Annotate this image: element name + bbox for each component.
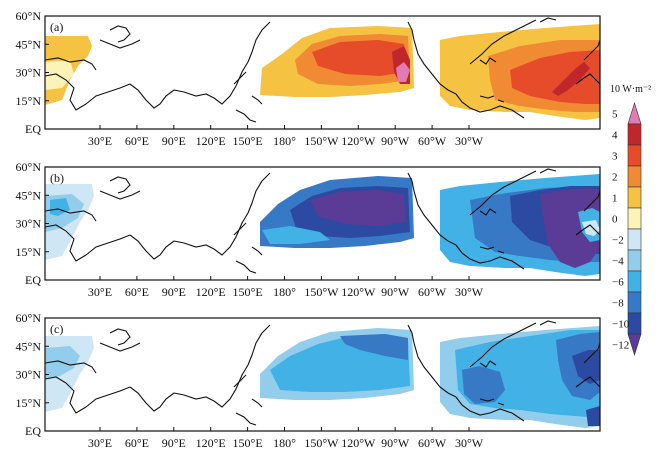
colorbar-cell — [627, 312, 642, 335]
mediterranean-anomaly-a — [45, 36, 92, 105]
colorbar-tick-label: 2 — [612, 172, 618, 184]
colorbar-cell — [627, 228, 642, 251]
y-tick-label: EQ — [25, 122, 41, 136]
y-tick-label: 30°N — [16, 217, 42, 231]
x-tick-label: 60°E — [125, 285, 149, 299]
north-pacific-anomaly-c — [260, 328, 414, 400]
x-tick-label: 30°W — [455, 134, 484, 148]
x-tick-label: 90°W — [381, 436, 410, 450]
x-tick-label: 150°E — [233, 285, 263, 299]
colorbar-cells — [627, 101, 642, 357]
y-tick-label: 45°N — [16, 339, 42, 353]
colorbar-tick-label: −2 — [612, 235, 624, 247]
x-tick-label: 120°W — [341, 134, 376, 148]
north-atlantic-anomaly-a — [440, 24, 600, 120]
x-tick-label: 180° — [273, 285, 296, 299]
colorbar-cell — [627, 291, 642, 314]
panel-b-label: (b) — [50, 171, 64, 185]
x-tick-label: 60°E — [125, 134, 149, 148]
y-tick-label: 60°N — [16, 160, 42, 174]
axes-ticks-labels: EQ 15°N 30°N 45°N 60°N 30°E 60°E 90°E 120°E 150°E… — [16, 9, 484, 450]
colorbar-cell — [627, 207, 642, 230]
y-tick-label: 15°N — [16, 396, 42, 410]
coastlines-a — [45, 17, 600, 123]
colorbar-tick-label: −12 — [612, 340, 629, 352]
colorbar-cell — [627, 333, 642, 357]
x-tick-label: 150°E — [233, 134, 263, 148]
y-tick-label: 30°N — [16, 368, 42, 382]
x-tick-label: 150°W — [304, 285, 339, 299]
x-tick-label: 150°W — [304, 134, 339, 148]
colorbar-cell — [627, 101, 642, 125]
x-tick-label: 180° — [273, 436, 296, 450]
colorbar-tick-label: 5 — [612, 109, 618, 121]
coastlines-c — [45, 320, 600, 426]
x-tick-label: 150°W — [304, 436, 339, 450]
x-tick-label: 90°W — [381, 285, 410, 299]
y-tick-label: 60°N — [16, 311, 42, 325]
colorbar-cell — [627, 186, 642, 209]
north-pacific-anomaly-b — [260, 176, 414, 248]
x-tick-label: 30°W — [455, 285, 484, 299]
x-tick-label: 60°E — [125, 436, 149, 450]
panel-b: (b) — [44, 166, 601, 281]
coastlines-b — [45, 168, 600, 274]
x-tick-label: 150°E — [233, 436, 263, 450]
north-atlantic-anomaly-b — [440, 174, 600, 276]
x-tick-label: 90°E — [162, 285, 186, 299]
panel-a: (a) — [44, 15, 601, 130]
colorbar-tick-label: −8 — [612, 298, 624, 310]
x-tick-label: 60°W — [418, 134, 447, 148]
mediterranean-anomaly-c — [45, 336, 94, 412]
panel-c-label: (c) — [50, 322, 63, 336]
north-pacific-anomaly-a — [260, 26, 414, 97]
y-tick-label: 15°N — [16, 94, 42, 108]
colorbar-unit-label: 10 W·m⁻² — [610, 84, 651, 95]
y-tick-label: EQ — [25, 273, 41, 287]
x-tick-label: 180° — [273, 134, 296, 148]
x-tick-label: 90°W — [381, 134, 410, 148]
y-tick-label: 60°N — [16, 9, 42, 23]
colorbar: 10 W·m⁻² 5 4 3 2 1 0 −2 −4 −6 −8 −10 −12 — [610, 84, 651, 357]
colorbar-tick-labels: 5 4 3 2 1 0 −2 −4 −6 −8 −10 −12 — [612, 109, 630, 352]
y-tick-label: 15°N — [16, 245, 42, 259]
colorbar-cell — [627, 144, 642, 167]
colorbar-cell — [627, 249, 642, 272]
x-tick-label: 120°W — [341, 285, 376, 299]
x-tick-label: 30°E — [88, 436, 112, 450]
colorbar-tick-label: −4 — [612, 256, 624, 268]
x-tick-label: 30°W — [455, 436, 484, 450]
x-tick-label: 90°E — [162, 436, 186, 450]
y-tick-label: 30°N — [16, 66, 42, 80]
x-tick-label: 60°W — [418, 436, 447, 450]
x-tick-label: 120°W — [341, 436, 376, 450]
y-tick-label: 45°N — [16, 188, 42, 202]
y-tick-label: EQ — [25, 424, 41, 438]
panel-c: (c) — [44, 317, 601, 432]
x-tick-label: 30°E — [88, 134, 112, 148]
colorbar-cell — [627, 123, 642, 146]
colorbar-tick-label: −10 — [612, 319, 630, 331]
panel-a-label: (a) — [50, 20, 63, 34]
x-tick-label: 60°W — [418, 285, 447, 299]
colorbar-cell — [627, 270, 642, 293]
colorbar-tick-label: 1 — [612, 193, 618, 205]
colorbar-cell — [627, 165, 642, 188]
colorbar-tick-label: 0 — [612, 214, 618, 226]
x-tick-label: 120°E — [196, 436, 226, 450]
y-tick-label: 45°N — [16, 37, 42, 51]
north-atlantic-anomaly-c — [440, 326, 600, 428]
colorbar-tick-label: 3 — [612, 151, 618, 163]
x-tick-label: 30°E — [88, 285, 112, 299]
colorbar-tick-label: −6 — [612, 277, 624, 289]
x-tick-label: 90°E — [162, 134, 186, 148]
x-tick-label: 120°E — [196, 285, 226, 299]
x-tick-label: 120°E — [196, 134, 226, 148]
colorbar-tick-label: 4 — [612, 130, 618, 142]
mediterranean-anomaly-b — [45, 184, 94, 260]
